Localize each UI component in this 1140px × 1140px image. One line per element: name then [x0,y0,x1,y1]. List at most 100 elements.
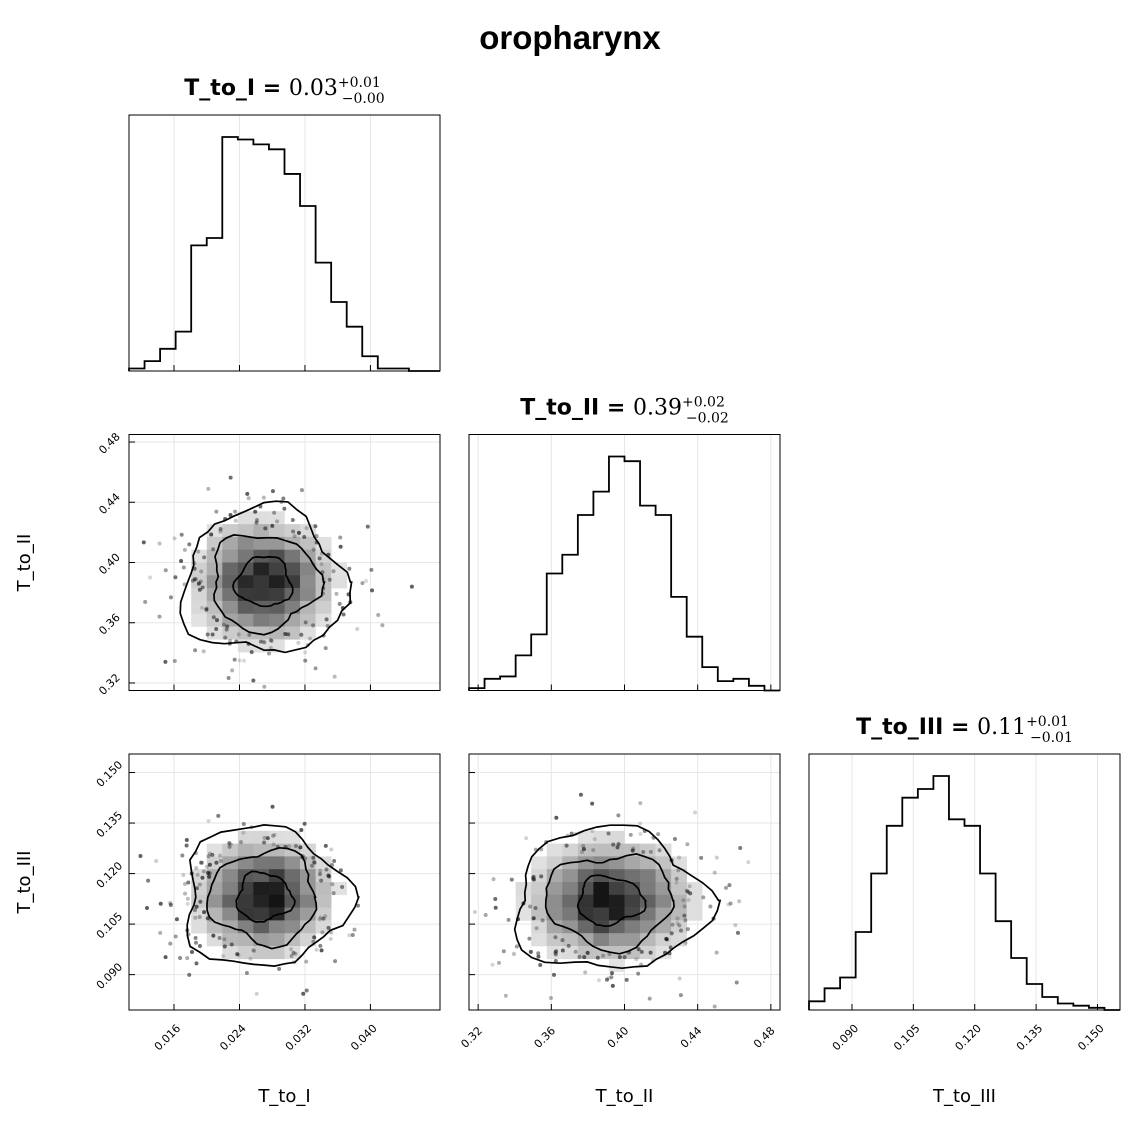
density-cell [237,549,254,563]
scatter-point [677,976,682,981]
scatter-point [319,948,324,953]
scatter-point [174,917,179,922]
scatter-point [282,506,287,511]
contour-level [235,870,296,923]
scatter-point [639,949,644,954]
scatter-point [211,933,216,938]
scatter-point [674,876,679,881]
density-cell [300,575,316,589]
scatter-point [179,532,184,537]
contour-level [576,874,648,928]
scatter-point [186,880,191,885]
scatter-point [726,902,731,907]
density-cell [531,933,548,947]
param-median: 0.11 [977,715,1026,740]
scatter-point [193,940,198,945]
scatter-point [173,575,178,580]
scatter-point [314,947,319,952]
scatter-point [681,898,686,903]
density-cell [222,575,239,589]
scatter-point [221,622,226,627]
scatter-point [330,882,335,887]
scatter-point [207,862,212,867]
scatter-point [347,933,352,938]
density-cell [686,907,703,921]
scatter-point [230,668,235,673]
density-cell [300,588,316,602]
scatter-point [331,569,336,574]
scatter-point [233,509,238,514]
scatter-point [214,626,219,631]
density-cell [315,600,332,614]
scatter-point [242,658,247,663]
scatter-point [223,635,228,640]
scatter-point [185,901,190,906]
density-cell [640,920,656,934]
scatter-point [509,877,514,882]
scatter-point [209,532,214,537]
scatter-point [296,530,301,535]
scatter-point [303,658,308,663]
scatter-point [263,526,268,531]
scatter-point [527,936,532,941]
density-cell [546,843,563,857]
scatter-point [483,912,488,917]
y-axis-label-T_to_III: T_to_III [14,851,35,915]
scatter-point [248,956,253,961]
scatter-point [202,910,207,915]
density-cell [593,946,610,960]
scatter-point [202,555,207,560]
density-cell [253,524,270,538]
scatter-point [677,855,682,860]
density-cell [237,575,254,589]
density-cell [331,882,347,896]
scatter-point [581,847,586,852]
scatter-point [506,917,511,922]
density-cell [655,933,672,947]
x-tick-label: 0.36 [532,1024,559,1051]
scatter-point [312,860,317,865]
scatter-point [617,955,622,960]
density-cell [608,843,625,857]
scatter-point [630,848,635,853]
density-cell [315,920,332,934]
scatter-point [687,884,692,889]
scatter-point [355,903,360,908]
density-cell [222,600,239,614]
density-cell [268,894,285,908]
scatter-point [172,658,177,663]
scatter-point [241,822,246,827]
scatter-point [168,901,173,906]
scatter-point [609,971,614,976]
density-cell [546,907,563,921]
density-cell [268,882,285,896]
density-cell [284,894,301,908]
scatter-point [197,587,202,592]
scatter-point [253,509,258,514]
scatter-point [693,810,698,815]
density-cell [191,562,208,576]
y-tick-label: 0.36 [96,611,123,638]
density-cell [640,946,656,960]
scatter-point [236,632,241,637]
scatter-point [254,520,259,525]
scatter-point [308,636,313,641]
panel-frame [808,753,1121,1011]
density-cell [331,575,347,589]
density-cell [640,907,656,921]
density-cell [531,856,548,870]
scatter-point [676,868,681,873]
scatter-point [350,933,355,938]
panel-0-0 [173,115,371,371]
density-cell [222,588,239,602]
scatter-point [269,638,274,643]
scatter-point [138,854,143,859]
scatter-point [712,1004,717,1009]
density-cell [268,920,285,934]
scatter-point [310,863,315,868]
scatter-point [685,927,690,932]
scatter-point [553,952,558,957]
density-cell [237,920,254,934]
scatter-point [609,975,614,980]
density-cell [253,946,270,960]
